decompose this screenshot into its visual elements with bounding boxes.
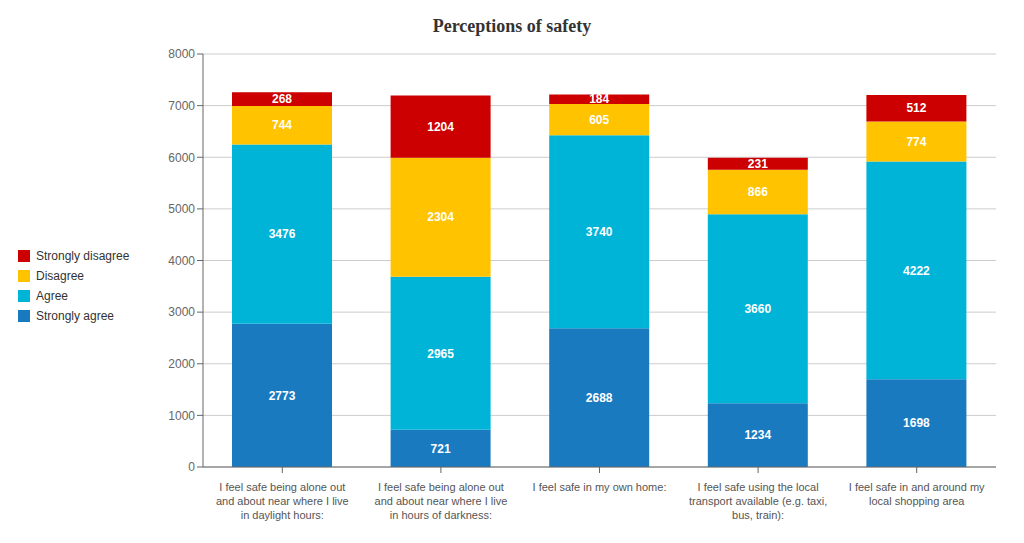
svg-text:I feel safe in and around mylo: I feel safe in and around mylocal shoppi…	[849, 481, 985, 507]
svg-text:8000: 8000	[168, 47, 195, 61]
svg-text:4000: 4000	[168, 254, 195, 268]
svg-text:I feel safe being alone outand: I feel safe being alone outand about nea…	[375, 481, 508, 521]
svg-text:2688: 2688	[586, 391, 613, 405]
svg-text:268: 268	[272, 92, 292, 106]
svg-text:7000: 7000	[168, 99, 195, 113]
svg-text:3000: 3000	[168, 305, 195, 319]
html-text:Strongly agree: Strongly agree	[36, 309, 114, 323]
svg-text:2304: 2304	[427, 210, 454, 224]
svg-text:512: 512	[906, 101, 926, 115]
svg-text:721: 721	[431, 442, 451, 456]
svg-text:1698: 1698	[903, 416, 930, 430]
svg-text:2965: 2965	[427, 347, 454, 361]
svg-text:1234: 1234	[744, 428, 771, 442]
svg-text:184: 184	[589, 92, 609, 106]
svg-text:I feel safe using the localtra: I feel safe using the localtransport ava…	[689, 481, 827, 521]
html-text:Strongly disagree: Strongly disagree	[36, 249, 130, 263]
svg-text:0: 0	[188, 460, 195, 474]
svg-text:I feel safe being alone outand: I feel safe being alone outand about nea…	[216, 481, 349, 521]
svg-text:1204: 1204	[427, 120, 454, 134]
svg-text:1000: 1000	[168, 409, 195, 423]
svg-text:6000: 6000	[168, 151, 195, 165]
html-text:Disagree: Disagree	[36, 269, 84, 283]
html-text:Agree: Agree	[36, 289, 68, 303]
svg-text:605: 605	[589, 113, 609, 127]
svg-text:2773: 2773	[269, 389, 296, 403]
svg-text:744: 744	[272, 118, 292, 132]
svg-text:3740: 3740	[586, 225, 613, 239]
svg-text:774: 774	[906, 135, 926, 149]
svg-text:I feel safe in my own home:: I feel safe in my own home:	[533, 481, 667, 493]
svg-text:3476: 3476	[269, 227, 296, 241]
svg-text:866: 866	[748, 185, 768, 199]
svg-text:5000: 5000	[168, 202, 195, 216]
svg-text:2000: 2000	[168, 357, 195, 371]
svg-text:3660: 3660	[744, 302, 771, 316]
html-text:Perceptions of safety: Perceptions of safety	[432, 16, 592, 36]
svg-text:231: 231	[748, 157, 768, 171]
svg-text:4222: 4222	[903, 264, 930, 278]
